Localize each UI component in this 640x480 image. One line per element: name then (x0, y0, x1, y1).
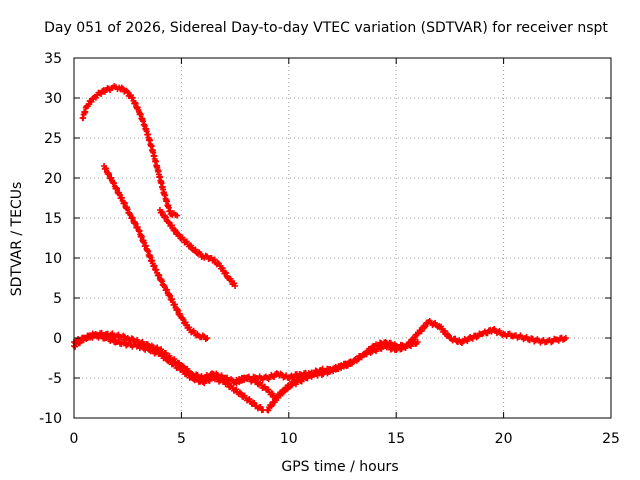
series-arc-2 (101, 163, 211, 343)
x-tick-label: 10 (280, 431, 298, 447)
data-points (71, 83, 569, 414)
data-point (165, 219, 172, 225)
data-point-fill (168, 222, 175, 229)
data-point-fill (265, 386, 272, 393)
y-tick-label: 35 (44, 51, 62, 67)
data-point-fill (183, 238, 190, 245)
data-point-fill (233, 386, 240, 393)
data-point-fill (219, 265, 226, 271)
data-point-fill (411, 334, 418, 341)
x-tick-label: 25 (602, 431, 620, 447)
plot-frame (73, 57, 612, 419)
data-point-fill (223, 379, 230, 386)
y-tick-label: 5 (53, 291, 62, 307)
y-tick-label: 10 (44, 251, 62, 267)
series-arc-5 (71, 332, 267, 413)
data-point-fill (171, 226, 178, 233)
data-point-fill (72, 343, 79, 350)
data-point-fill (268, 402, 275, 409)
grid-lines (74, 58, 611, 418)
data-point-fill (442, 328, 449, 335)
data-point-fill (269, 390, 276, 397)
data-point (232, 283, 239, 289)
data-point-fill (180, 367, 187, 374)
axes (73, 57, 612, 419)
data-point-fill (76, 339, 83, 346)
tick-labels: 0 5 10 15 20 25 -10 -5 0 5 10 15 20 25 30 35 (39, 51, 620, 447)
series-arc-1 (79, 83, 181, 219)
data-point (307, 371, 314, 377)
x-tick-label: 0 (70, 431, 79, 447)
data-point-fill (192, 246, 199, 253)
y-tick-label: 15 (44, 211, 62, 227)
data-point-fill (180, 316, 187, 323)
data-point-fill (257, 403, 264, 410)
data-point-fill (88, 98, 95, 105)
data-point-fill (223, 270, 230, 277)
y-tick-label: 0 (53, 331, 62, 347)
data-point-fill (214, 259, 221, 266)
y-tick-label: 20 (44, 171, 62, 187)
data-point (174, 212, 181, 219)
data-point-fill (246, 396, 253, 403)
data-point-fill (251, 399, 258, 406)
data-point-fill (224, 380, 231, 387)
x-tick-label: 5 (177, 431, 186, 447)
data-point (414, 339, 421, 345)
data-point-fill (162, 354, 169, 361)
data-point-fill (176, 231, 183, 238)
data-point-fill (179, 366, 186, 373)
data-point-fill (261, 383, 268, 390)
series-arc-3 (156, 207, 239, 289)
data-point-fill (176, 363, 183, 370)
data-point-fill (265, 407, 272, 414)
data-point-fill (418, 328, 425, 335)
data-point-fill (211, 256, 218, 263)
x-axis-label: GPS time / hours (281, 459, 398, 475)
y-tick-label: 30 (44, 91, 62, 107)
data-point-fill (279, 390, 286, 397)
y-tick-label: 25 (44, 131, 62, 147)
x-tick-label: 15 (387, 431, 405, 447)
data-point-fill (188, 242, 195, 249)
y-axis-label: SDTVAR / TECUs (9, 182, 25, 297)
data-point (204, 335, 211, 341)
y-tick-label: -10 (39, 411, 62, 427)
x-tick-label: 20 (495, 431, 513, 447)
data-point (562, 335, 569, 341)
data-point-fill (124, 89, 131, 96)
data-point-fill (238, 390, 245, 397)
data-point-fill (159, 209, 166, 216)
data-point-fill (162, 214, 169, 221)
y-tick-label: -5 (48, 371, 62, 387)
data-point-fill (172, 227, 179, 234)
series-arc-7 (232, 370, 314, 402)
data-point-fill (422, 323, 429, 330)
chart-title: Day 051 of 2026, Sidereal Day-to-day VTE… (44, 20, 608, 36)
data-point-fill (283, 386, 290, 393)
